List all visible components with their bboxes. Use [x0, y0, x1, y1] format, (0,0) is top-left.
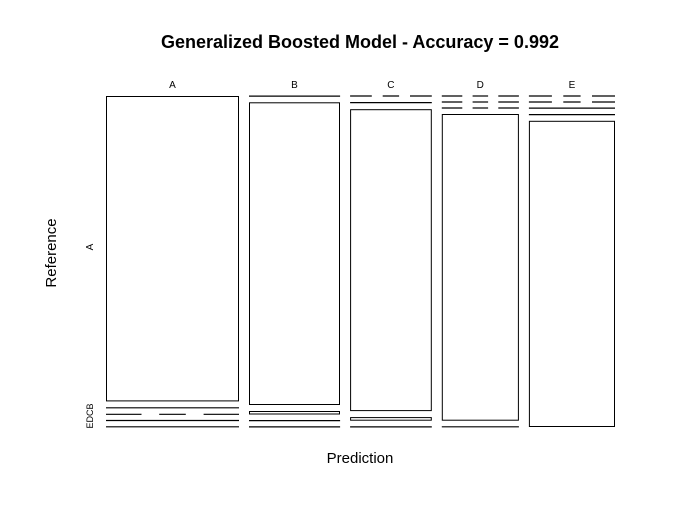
x-axis-title: Prediction — [327, 450, 394, 467]
x-tick-label-d: D — [477, 80, 484, 91]
cell-b-b — [249, 102, 340, 406]
chart-title: Generalized Boosted Model - Accuracy = 0… — [161, 32, 559, 52]
cell-e-e — [528, 120, 616, 428]
cell-b-c — [249, 411, 340, 415]
cell-c-c — [350, 109, 432, 412]
mosaic-columns: A B C D E — [106, 80, 616, 428]
y-tick-label-minor: EDCB — [85, 403, 95, 428]
x-tick-label-a: A — [169, 80, 176, 91]
y-axis-title: Reference — [43, 218, 60, 287]
cell-c-d — [350, 417, 432, 421]
x-tick-label-b: B — [291, 80, 298, 91]
cell-d-d — [441, 114, 519, 421]
x-tick-label-c: C — [387, 80, 394, 91]
cell-a-a — [106, 96, 239, 402]
y-tick-label-a: A — [85, 243, 96, 250]
x-tick-label-e: E — [569, 80, 576, 91]
